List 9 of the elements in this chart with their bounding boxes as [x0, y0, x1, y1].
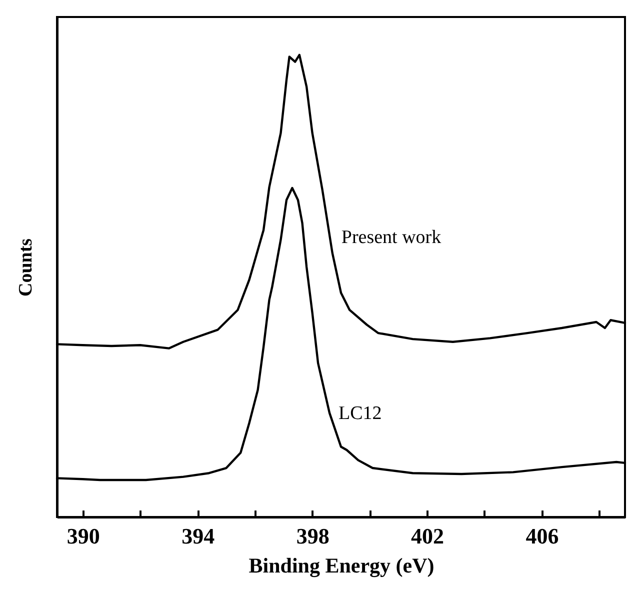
y-axis-title: Counts	[16, 238, 36, 297]
x-tick-label: 402	[411, 524, 444, 548]
series-label: LC12	[338, 403, 382, 424]
x-tick-label: 406	[526, 524, 559, 548]
x-axis-title: Binding Energy (eV)	[248, 554, 434, 578]
x-tick-label: 394	[182, 524, 215, 548]
x-tick-label: 398	[296, 524, 330, 548]
x-tick-label: 390	[66, 524, 100, 548]
series-label: Present work	[341, 227, 442, 248]
